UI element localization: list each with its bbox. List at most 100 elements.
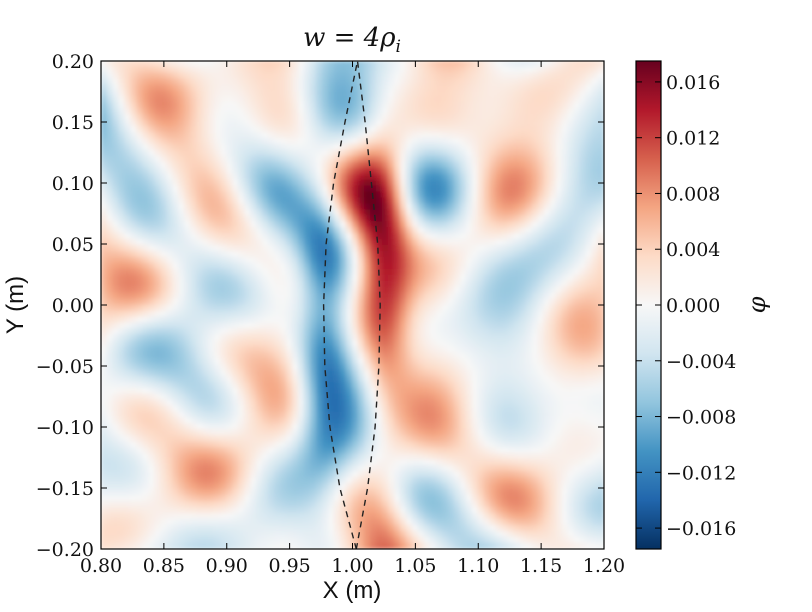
heatmap-cell	[328, 179, 336, 187]
heatmap-cell	[357, 114, 365, 122]
heatmap-cell	[178, 393, 186, 401]
heatmap-cell	[262, 203, 270, 211]
heatmap-cell	[316, 149, 324, 157]
heatmap-cell	[268, 334, 276, 342]
heatmap-cell	[238, 536, 246, 544]
heatmap-cell	[411, 203, 419, 211]
heatmap-cell	[208, 477, 216, 485]
heatmap-cell	[399, 500, 407, 508]
heatmap-cell	[214, 423, 222, 431]
heatmap-cell	[118, 227, 126, 235]
heatmap-cell	[447, 72, 455, 80]
heatmap-cell	[184, 108, 192, 116]
heatmap-cell	[298, 197, 306, 205]
heatmap-cell	[369, 340, 377, 348]
heatmap-cell	[238, 435, 246, 443]
heatmap-cell	[381, 441, 389, 449]
heatmap-cell	[346, 185, 353, 193]
heatmap-cell	[292, 215, 300, 223]
heatmap-cell	[202, 453, 210, 461]
heatmap-cell	[124, 114, 132, 122]
heatmap-cell	[226, 137, 234, 145]
heatmap-cell	[280, 316, 288, 324]
heatmap-cell	[256, 131, 264, 139]
heatmap-cell	[340, 423, 348, 431]
heatmap-cell	[184, 72, 192, 80]
heatmap-cell	[304, 149, 312, 157]
heatmap-cell	[447, 369, 455, 377]
heatmap-cell	[304, 137, 312, 145]
heatmap-cell	[316, 280, 324, 288]
heatmap-cell	[220, 417, 228, 425]
heatmap-cell	[429, 429, 437, 437]
heatmap-cell	[106, 518, 114, 526]
heatmap-cell	[136, 453, 144, 461]
heatmap-cell	[268, 494, 276, 502]
heatmap-cell	[459, 227, 467, 235]
heatmap-cell	[202, 399, 210, 407]
heatmap-cell	[118, 316, 126, 324]
heatmap-cell	[340, 310, 348, 318]
heatmap-cell	[328, 143, 336, 151]
heatmap-cell	[166, 61, 174, 68]
heatmap-cell	[208, 108, 216, 116]
heatmap-cell	[190, 465, 198, 473]
heatmap-cell	[202, 405, 210, 413]
heatmap-cell	[142, 274, 150, 282]
heatmap-cell	[208, 328, 216, 336]
heatmap-cell	[244, 364, 252, 371]
heatmap-cell	[220, 227, 228, 235]
heatmap-cell	[292, 375, 300, 383]
heatmap-cell	[166, 417, 174, 425]
heatmap-cell	[381, 447, 389, 455]
heatmap-cell	[202, 137, 210, 145]
heatmap-cell	[190, 471, 198, 479]
heatmap-cell	[393, 512, 401, 520]
heatmap-cell	[417, 256, 425, 264]
heatmap-cell	[411, 256, 419, 264]
heatmap-cell	[369, 393, 377, 401]
heatmap-cell	[160, 197, 168, 205]
heatmap-cell	[352, 435, 359, 443]
heatmap-cell	[208, 483, 216, 490]
heatmap-cell	[274, 471, 282, 479]
heatmap-cell	[148, 173, 156, 181]
heatmap-cell	[346, 459, 353, 467]
heatmap-cell	[286, 358, 294, 366]
heatmap-cell	[262, 518, 270, 526]
heatmap-cell	[274, 304, 282, 312]
heatmap-cell	[459, 358, 467, 366]
heatmap-cell	[202, 375, 210, 383]
heatmap-cell	[130, 524, 138, 532]
heatmap-cell	[304, 506, 312, 514]
heatmap-cell	[292, 488, 300, 496]
heatmap-cell	[363, 78, 371, 86]
heatmap-cell	[292, 96, 300, 104]
heatmap-cell	[447, 459, 455, 467]
heatmap-cell	[310, 292, 318, 300]
heatmap-cell	[118, 102, 126, 110]
heatmap-cell	[112, 78, 120, 86]
heatmap-cell	[292, 393, 300, 401]
heatmap-cell	[166, 441, 174, 449]
heatmap-cell	[352, 221, 359, 229]
heatmap-cell	[399, 316, 407, 324]
heatmap-cell	[340, 90, 348, 98]
heatmap-cell	[411, 161, 419, 169]
heatmap-cell	[112, 369, 120, 377]
heatmap-cell	[214, 78, 222, 86]
heatmap-cell	[375, 167, 383, 175]
heatmap-cell	[178, 197, 186, 205]
heatmap-cell	[429, 143, 437, 151]
heatmap-cell	[112, 262, 120, 270]
heatmap-cell	[190, 173, 198, 181]
heatmap-cell	[178, 429, 186, 437]
heatmap-cell	[124, 292, 132, 300]
heatmap-cell	[316, 292, 324, 300]
heatmap-cell	[369, 494, 377, 502]
heatmap-cell	[340, 262, 348, 270]
heatmap-cell	[322, 405, 330, 413]
heatmap-cell	[375, 411, 383, 419]
heatmap-cell	[393, 155, 401, 163]
heatmap-cell	[238, 429, 246, 437]
